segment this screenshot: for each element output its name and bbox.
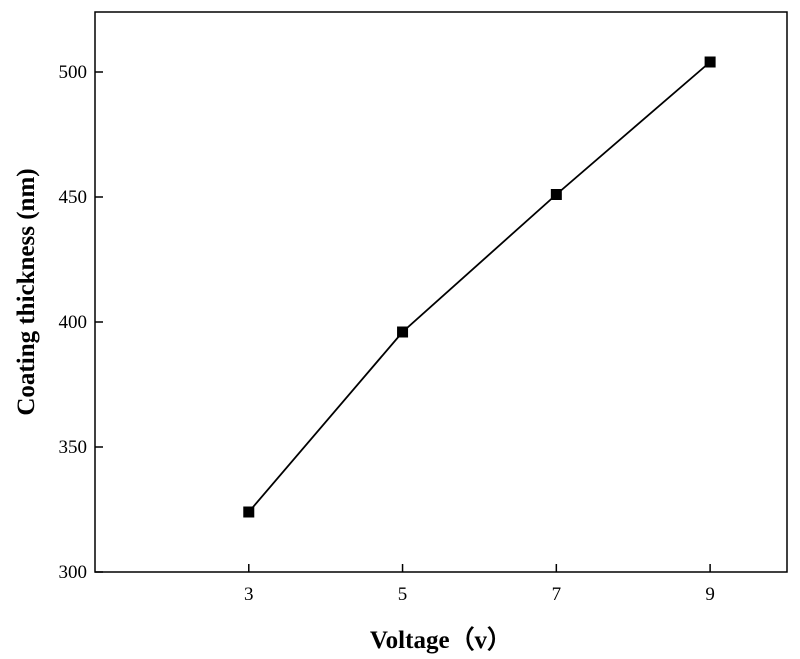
y-axis-ticks: 300 350 400 450 500 <box>59 62 103 583</box>
x-tick-label: 7 <box>552 584 562 605</box>
y-tick-label: 400 <box>59 312 88 333</box>
x-tick-label: 9 <box>705 584 715 605</box>
y-tick-label: 300 <box>59 562 88 583</box>
series-line <box>248 61 711 513</box>
plot-frame <box>94 11 788 573</box>
series-layer <box>243 56 716 518</box>
y-axis-title: Coating thickness (nm) <box>13 168 40 415</box>
x-axis-title: Voltage（v） <box>370 625 512 654</box>
data-point-marker <box>704 56 716 68</box>
y-tick-label: 500 <box>59 62 88 83</box>
x-axis-ticks: 3 5 7 9 <box>244 564 715 605</box>
y-tick-label: 350 <box>59 437 88 458</box>
data-point-marker <box>397 326 409 338</box>
y-tick-label: 450 <box>59 187 88 208</box>
data-point-marker <box>243 506 255 518</box>
x-tick-label: 5 <box>398 584 408 605</box>
x-tick-label: 3 <box>244 584 254 605</box>
data-point-marker <box>550 189 562 200</box>
